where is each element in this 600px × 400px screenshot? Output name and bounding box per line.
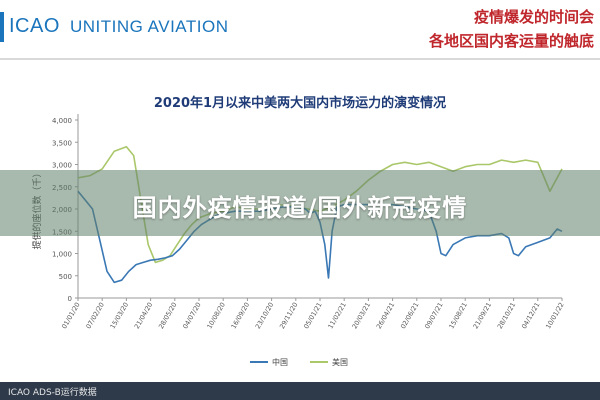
x-tick-label: 07/02/20: [84, 301, 106, 330]
headline-line-1: 疫情爆发的时间会: [473, 8, 594, 26]
x-tick-label: 15/08/21: [447, 301, 469, 330]
legend-label: 美国: [332, 357, 348, 367]
overlay-banner: 国内外疫情报道/国外新冠疫情: [0, 170, 600, 236]
legend-label: 中国: [272, 357, 288, 367]
x-tick-label: 10/01/22: [544, 301, 566, 330]
x-tick-label: 23/10/20: [254, 301, 276, 330]
x-tick-label: 04/07/20: [181, 301, 203, 330]
x-tick-label: 11/02/21: [326, 301, 348, 330]
y-tick-label: 500: [59, 273, 72, 281]
tagline: UNITING AVIATION: [70, 17, 229, 36]
y-tick-label: 3,500: [52, 139, 72, 147]
x-tick-label: 29/11/20: [278, 301, 300, 330]
y-tick-label: 1,000: [52, 251, 72, 259]
footer-source: ICAO ADS-B运行数据: [8, 388, 97, 398]
x-tick-label: 28/05/20: [157, 301, 179, 330]
x-tick-label: 16/09/20: [230, 301, 252, 330]
banner-text: 国内外疫情报道/国外新冠疫情: [132, 194, 468, 222]
icao-logo: ICAO: [9, 15, 60, 37]
x-tick-label: 26/04/21: [375, 301, 397, 330]
headline-line-2: 各地区国内客运量的触底: [428, 32, 594, 50]
x-tick-label: 10/08/20: [205, 301, 227, 330]
x-tick-label: 05/01/21: [302, 301, 324, 330]
x-tick-label: 02/06/21: [399, 301, 421, 330]
y-tick-label: 3,000: [52, 162, 72, 170]
chart-title: 2020年1月以来中美两大国内市场运力的演变情况: [153, 96, 447, 111]
y-tick-label: 0: [68, 295, 72, 303]
x-tick-label: 21/09/21: [472, 301, 494, 330]
x-tick-label: 09/07/21: [423, 301, 445, 330]
x-tick-label: 21/04/20: [133, 301, 155, 330]
x-tick-label: 01/01/20: [60, 301, 82, 330]
x-tick-label: 04/12/21: [520, 301, 542, 330]
y-tick-label: 4,000: [52, 117, 72, 125]
footer-bar: ICAO ADS-B运行数据: [0, 382, 600, 400]
header-bar: ICAO UNITING AVIATION 疫情爆发的时间会 各地区国内客运量的…: [0, 0, 600, 58]
x-tick-label: 20/03/21: [351, 301, 373, 330]
logo-rule: [0, 12, 4, 42]
x-tick-label: 28/10/21: [496, 301, 518, 330]
x-tick-label: 15/03/20: [109, 301, 131, 330]
header-divider: [0, 58, 600, 60]
